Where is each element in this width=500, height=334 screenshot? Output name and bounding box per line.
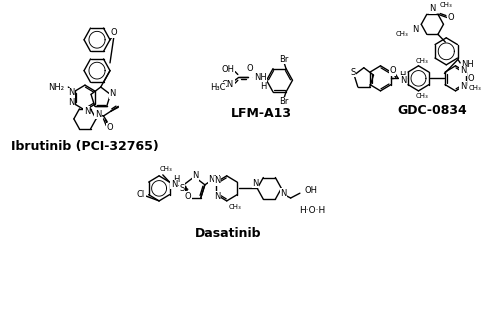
Text: S: S bbox=[180, 184, 185, 193]
Text: LFM-A13: LFM-A13 bbox=[230, 107, 292, 120]
Text: OH: OH bbox=[221, 65, 234, 74]
Text: N: N bbox=[170, 180, 177, 189]
Text: N: N bbox=[95, 110, 101, 119]
Text: CH₃: CH₃ bbox=[160, 166, 173, 172]
Text: CH₃: CH₃ bbox=[228, 204, 241, 210]
Text: Cl: Cl bbox=[137, 190, 145, 199]
Text: Ibrutinib (PCI-32765): Ibrutinib (PCI-32765) bbox=[11, 140, 159, 153]
Text: H: H bbox=[260, 81, 266, 91]
Text: S: S bbox=[350, 68, 356, 77]
Text: CH₃: CH₃ bbox=[440, 2, 452, 8]
Text: O: O bbox=[468, 74, 474, 83]
Text: O: O bbox=[110, 28, 117, 37]
Text: N: N bbox=[280, 189, 286, 198]
Text: N: N bbox=[68, 98, 74, 107]
Text: Br: Br bbox=[280, 54, 289, 63]
Text: CH₃: CH₃ bbox=[396, 31, 408, 37]
Text: N: N bbox=[214, 192, 220, 201]
Text: N: N bbox=[252, 179, 258, 188]
Text: O: O bbox=[389, 66, 396, 75]
Text: N: N bbox=[192, 171, 198, 180]
Text: N: N bbox=[460, 81, 466, 91]
Text: O: O bbox=[246, 64, 253, 73]
Text: CH₃: CH₃ bbox=[416, 93, 428, 99]
Text: GDC-0834: GDC-0834 bbox=[398, 105, 467, 118]
Text: Br: Br bbox=[280, 97, 289, 106]
Text: N: N bbox=[84, 107, 90, 116]
Text: CH₃: CH₃ bbox=[468, 85, 481, 91]
Text: H·O·H: H·O·H bbox=[299, 206, 325, 215]
Text: H: H bbox=[174, 175, 180, 184]
Text: O: O bbox=[448, 13, 454, 22]
Text: NH: NH bbox=[208, 175, 221, 184]
Text: OH: OH bbox=[304, 186, 318, 195]
Text: CH₃: CH₃ bbox=[416, 58, 428, 64]
Text: N: N bbox=[68, 88, 74, 97]
Text: H: H bbox=[400, 71, 406, 80]
Text: CN: CN bbox=[222, 79, 234, 89]
Text: NH: NH bbox=[254, 73, 266, 82]
Text: N: N bbox=[460, 66, 466, 75]
Text: N: N bbox=[110, 89, 116, 98]
Text: O: O bbox=[106, 123, 114, 132]
Text: H₃C: H₃C bbox=[210, 82, 226, 92]
Text: N: N bbox=[412, 25, 419, 34]
Text: NH₂: NH₂ bbox=[48, 82, 64, 92]
Text: NH: NH bbox=[461, 60, 474, 69]
Text: N: N bbox=[429, 4, 436, 13]
Text: O: O bbox=[184, 192, 191, 201]
Text: N: N bbox=[400, 76, 407, 85]
Text: N: N bbox=[214, 176, 220, 185]
Text: Dasatinib: Dasatinib bbox=[196, 227, 262, 240]
